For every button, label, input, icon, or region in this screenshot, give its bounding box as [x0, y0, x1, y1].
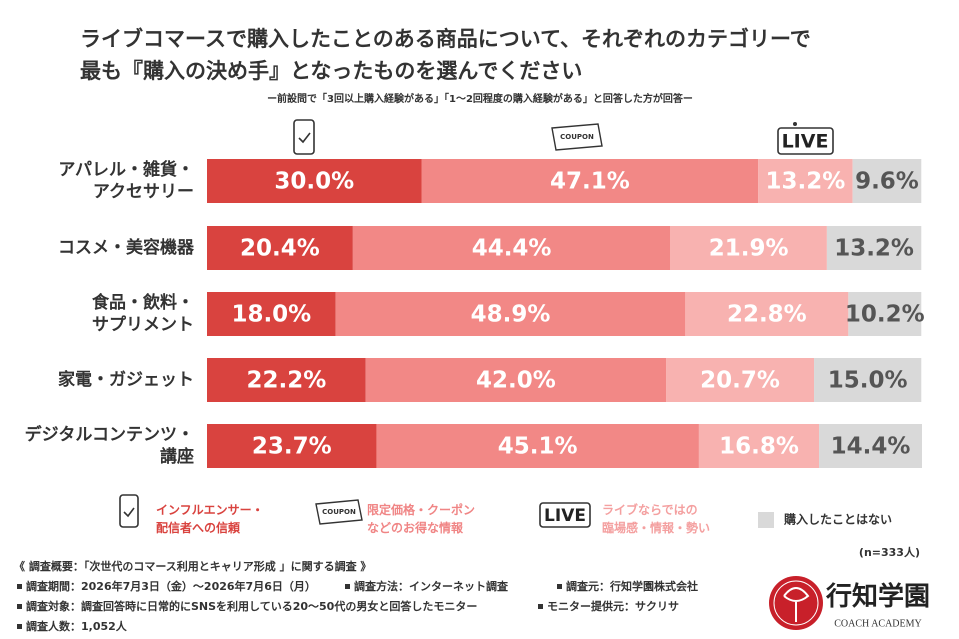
bar-segment [335, 292, 686, 336]
live-text: LIVE [782, 131, 829, 153]
value-label: 21.9% [709, 236, 789, 262]
bar-segment [207, 358, 366, 402]
bar-segment [352, 226, 671, 270]
bar-segment [666, 358, 815, 402]
footnote: 調査方法：インターネット調査 [354, 579, 508, 593]
logo-sub: COACH ACADEMY [834, 618, 922, 629]
bar-segment [848, 292, 922, 336]
coupon-icon: COUPON [551, 123, 603, 151]
bar-segment [758, 159, 853, 203]
logo-name: 行知学園 [825, 581, 930, 612]
value-label: 44.4% [472, 236, 552, 262]
bar-segment [376, 424, 699, 468]
bar-segment [421, 159, 759, 203]
live-icon: LIVE [539, 502, 591, 528]
sample-size: (n=333人) [859, 545, 920, 559]
category-label: 家電・ガジェット [58, 369, 194, 390]
value-label: 47.1% [550, 169, 630, 195]
coupon-text: COUPON [322, 508, 356, 516]
bar-segment [819, 424, 922, 468]
value-label: 9.6% [855, 169, 919, 195]
value-label: 20.4% [240, 236, 320, 262]
value-label: 16.8% [719, 434, 799, 460]
value-label: 13.2% [834, 236, 914, 262]
footnote: 調査期間：2026年7月3日（金）〜2026年7月6日（月） [26, 579, 316, 593]
bar-segment [207, 226, 353, 270]
value-label: 10.2% [845, 302, 925, 328]
category-label: コスメ・美容機器 [58, 237, 195, 258]
legend-label: ライブならではの臨場感・情報・勢い [602, 502, 710, 535]
logo: 行知学園 COACH ACADEMY [769, 576, 930, 630]
bar-segment [852, 159, 922, 203]
value-label: 48.9% [471, 302, 551, 328]
category-label: アパレル・雑貨・アクセサリー [58, 159, 194, 202]
value-label: 22.8% [727, 302, 807, 328]
footnote-heading: 《 調査概要：「次世代のコマース利用とキャリア形成 」に関する調査 》 [14, 559, 371, 573]
bar-segment [698, 424, 820, 468]
chart-subtitle: ー前設問で「3回以上購入経験がある」「1〜2回程度の購入経験がある」と回答した方… [267, 92, 693, 105]
category-label: 食品・飲料・サプリメント [92, 292, 194, 335]
bar-segment [826, 226, 922, 270]
value-label: 14.4% [831, 434, 911, 460]
bar-segment [670, 226, 827, 270]
coupon-text: COUPON [560, 133, 594, 141]
phone-icon [119, 494, 139, 528]
bar-segment [365, 358, 667, 402]
value-label: 20.7% [700, 368, 780, 394]
chart-title: ライブコマースで購入したことのある商品について、それぞれのカテゴリーで最も『購入… [80, 27, 811, 83]
legend-label: インフルエンサー・配信者への信頼 [156, 503, 264, 535]
value-label: 45.1% [498, 434, 578, 460]
value-label: 18.0% [231, 302, 311, 328]
coupon-icon: COUPON [315, 499, 363, 525]
value-label: 30.0% [274, 169, 354, 195]
bar-segment [207, 424, 377, 468]
bar-segment [207, 292, 336, 336]
bar-segment [207, 159, 422, 203]
footnote: 調査対象：調査回答時に日常的にSNSを利用している20〜50代の男女と回答したモ… [26, 599, 477, 613]
value-label: 22.2% [246, 368, 326, 394]
value-label: 15.0% [828, 368, 908, 394]
footnote: モニター提供元：サクリサ [547, 599, 679, 613]
value-label: 42.0% [476, 368, 556, 394]
category-label: デジタルコンテンツ・講座 [25, 424, 194, 467]
footnote-bullets [17, 584, 562, 629]
legend-swatch [758, 512, 774, 528]
legend-label: 限定価格・クーポンなどのお得な情報 [367, 502, 475, 535]
value-label: 13.2% [766, 169, 846, 195]
phone-icon [293, 119, 315, 155]
legend-label: 購入したことはない [783, 512, 892, 527]
footnote: 調査人数：1,052人 [26, 619, 128, 633]
live-icon: LIVE [777, 122, 834, 155]
footnote: 調査元：行知学園株式会社 [566, 579, 698, 593]
bar-segment [685, 292, 849, 336]
value-label: 23.7% [252, 434, 332, 460]
bar-segment [814, 358, 922, 402]
live-text: LIVE [544, 506, 586, 526]
